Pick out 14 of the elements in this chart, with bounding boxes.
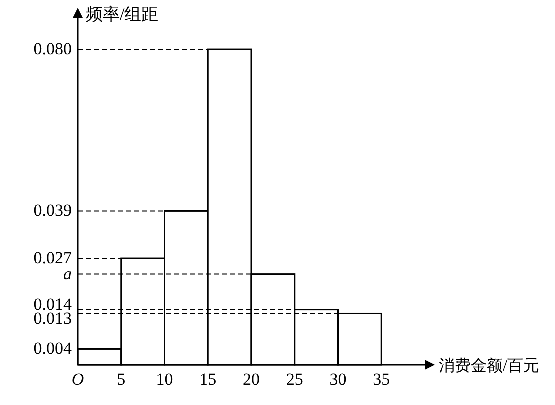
x-tick-label: 30 <box>330 370 347 389</box>
y-tick-label: 0.004 <box>34 339 72 358</box>
x-tick-label: 10 <box>156 370 174 389</box>
x-tick-label: 15 <box>200 370 217 389</box>
x-tick-label: 20 <box>243 370 260 389</box>
x-tick-label: 5 <box>117 370 126 389</box>
y-tick-label: 0.039 <box>34 201 72 220</box>
y-axis-title: 频率/组距 <box>86 5 159 24</box>
x-axis-title: 消费金额/百元 <box>439 357 540 375</box>
y-tick-label: 0.080 <box>34 40 72 59</box>
x-tick-label: O <box>72 370 84 389</box>
x-tick-label: 25 <box>286 370 304 389</box>
x-tick-label: 35 <box>373 370 390 389</box>
y-tick-label: 0.014 <box>34 294 72 314</box>
